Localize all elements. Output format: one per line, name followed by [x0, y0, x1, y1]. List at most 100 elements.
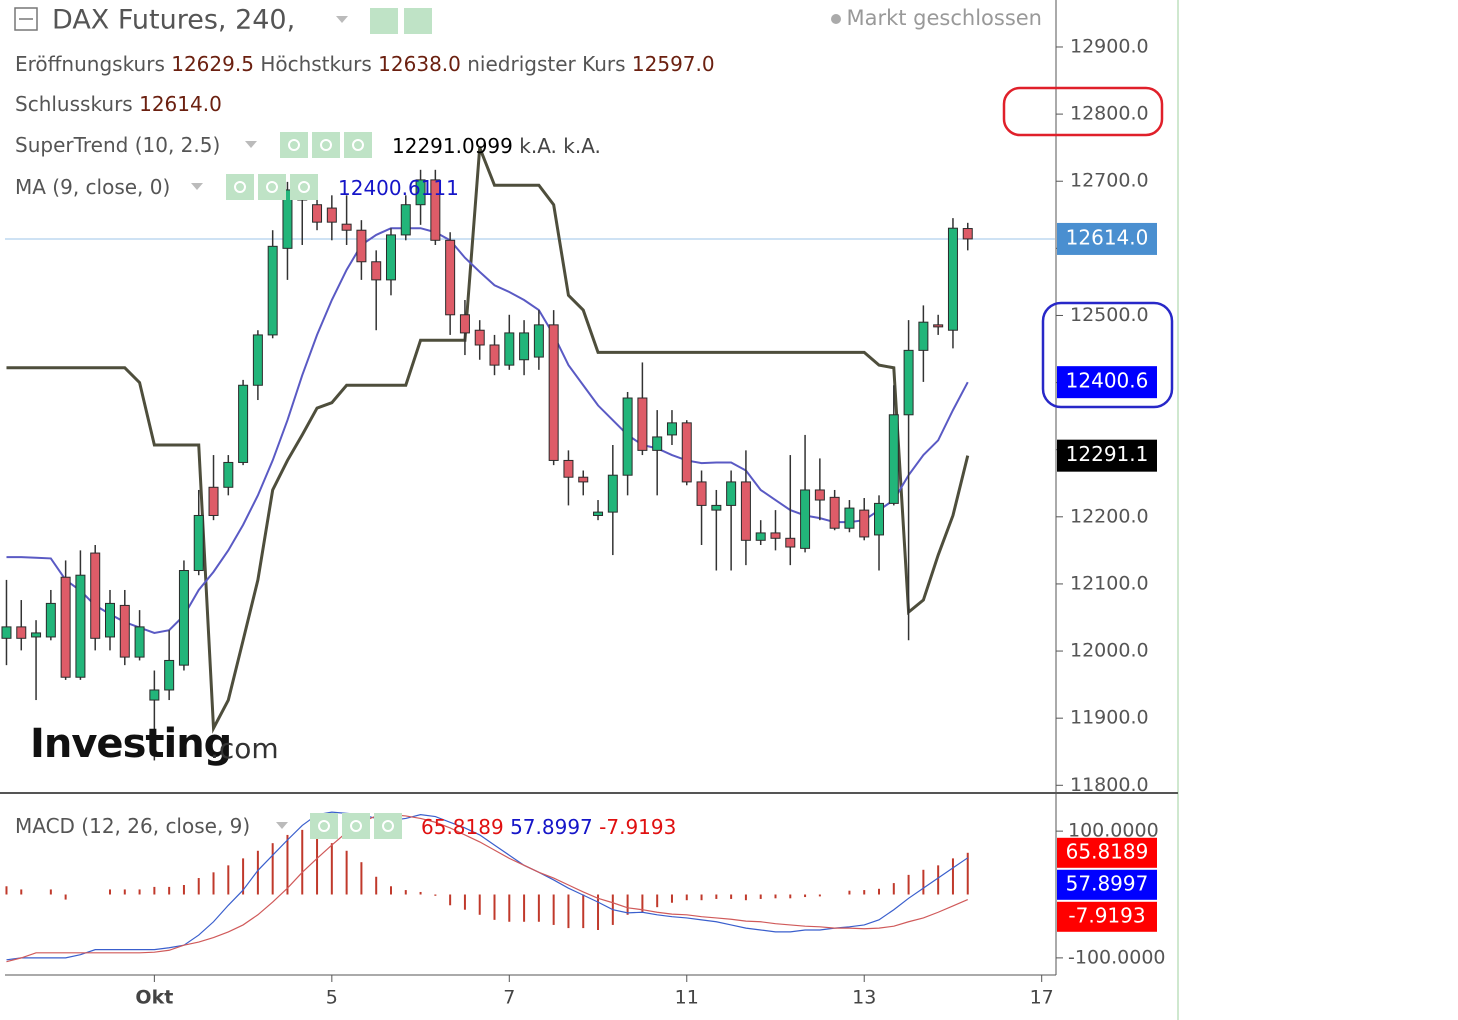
candle-body	[874, 502, 885, 536]
icon[interactable]	[258, 174, 286, 200]
title-caret[interactable]	[336, 16, 348, 23]
candle-body	[341, 223, 352, 231]
candle-body	[16, 626, 27, 639]
price-label-bg	[1057, 222, 1157, 255]
indicator-icons[interactable]	[280, 132, 372, 158]
highlight-blue	[1041, 301, 1174, 409]
candle-body	[445, 239, 456, 316]
y-tick-label: 12900.0	[1070, 35, 1149, 57]
indicator-value: k.A.	[519, 134, 557, 158]
candle-body	[489, 344, 500, 366]
candle-body	[903, 349, 914, 416]
x-tick-label: 17	[1030, 987, 1054, 1009]
x-tick-label: 13	[852, 987, 876, 1009]
y-tick-label: 100.0000	[1068, 820, 1159, 842]
icon[interactable]	[312, 132, 340, 158]
icon[interactable]	[374, 813, 402, 839]
icon[interactable]	[226, 174, 254, 200]
candle-body	[519, 332, 530, 361]
y-tick-label: 11900.0	[1070, 707, 1149, 729]
caret[interactable]	[190, 182, 204, 192]
price-label: -7.9193	[1068, 903, 1145, 927]
market-status: Markt geschlossen	[846, 6, 1042, 30]
candle-body	[400, 204, 411, 236]
indicator-value: 12400.6111	[338, 176, 459, 200]
indicator-name: MACD (12, 26, close, 9)	[15, 814, 251, 838]
candle-body	[385, 234, 396, 281]
icon[interactable]	[342, 813, 370, 839]
watermark: Investing	[30, 721, 231, 767]
indicator-icons[interactable]	[226, 174, 318, 200]
y-tick-label: 11800.0	[1070, 774, 1149, 796]
price-label: 12291.1	[1066, 442, 1149, 466]
candle-body	[696, 481, 707, 506]
legend-key: Schlusskurs	[15, 92, 133, 116]
indicator-icons[interactable]	[310, 813, 402, 839]
x-tick-label: 11	[675, 987, 699, 1009]
candle-body	[282, 189, 293, 249]
candle-body	[711, 504, 722, 511]
price-label: 12400.6	[1066, 369, 1149, 393]
indicator-name: SuperTrend (10, 2.5)	[15, 133, 221, 157]
candle-body	[356, 229, 367, 263]
y-tick-label: -100.0000	[1068, 946, 1166, 968]
icon[interactable]	[290, 174, 318, 200]
legend-key: Höchstkurs	[260, 52, 372, 76]
candle-body	[105, 602, 115, 638]
candle-body	[918, 321, 929, 351]
candle-body	[755, 532, 766, 541]
candle-body	[267, 245, 278, 336]
caret[interactable]	[244, 140, 258, 150]
icon[interactable]	[344, 132, 372, 158]
chart-title: DAX Futures, 240,	[52, 5, 295, 36]
status-dot	[831, 14, 841, 24]
candle-body	[474, 329, 485, 346]
y-tick-label: 12700.0	[1070, 170, 1149, 192]
ma-legend: MA (9, close, 0)	[15, 173, 170, 201]
macd-values: 65.8189 57.8997 -7.9193	[421, 813, 676, 841]
x-tick-label: Okt	[135, 987, 173, 1009]
indicator-value: k.A.	[563, 134, 601, 158]
collapse-icon[interactable]	[14, 7, 38, 31]
candle-body	[164, 659, 175, 691]
candle-body	[829, 496, 840, 529]
icon[interactable]	[280, 132, 308, 158]
candle-body	[119, 604, 130, 658]
legend-value: 12614.0	[139, 92, 222, 116]
candle-body	[1, 626, 12, 639]
settings-icon[interactable]	[404, 8, 432, 34]
candle-body	[888, 414, 899, 504]
icon[interactable]	[310, 813, 338, 839]
candle-body	[622, 397, 633, 476]
ma-values: 12400.6111	[338, 174, 459, 202]
candle-body	[578, 476, 589, 483]
eye-icon[interactable]	[370, 8, 398, 34]
y-tick-label: 12000.0	[1070, 640, 1149, 662]
candle-body	[31, 632, 42, 638]
candle-body	[45, 602, 56, 638]
candle-body	[90, 552, 101, 639]
legend-key: niedrigster Kurs	[467, 52, 626, 76]
candle-body	[859, 509, 870, 538]
x-tick-label: 7	[503, 987, 515, 1009]
candle-body	[844, 507, 855, 529]
y-tick-label: 12100.0	[1070, 572, 1149, 594]
y-tick-label: 12500.0	[1070, 304, 1149, 326]
indicator-name: MA (9, close, 0)	[15, 175, 171, 199]
candle-body	[563, 459, 574, 478]
candle-body	[607, 474, 618, 513]
caret[interactable]	[275, 821, 289, 831]
legend-value: 12638.0	[378, 52, 461, 76]
candle-body	[637, 397, 648, 451]
candle-body	[193, 514, 204, 572]
caret-shape	[245, 141, 257, 148]
candle-body	[548, 324, 559, 461]
candle-body	[962, 228, 973, 240]
price-label-bg	[1057, 439, 1157, 472]
candle-body	[430, 179, 441, 241]
price-label-bg	[1057, 837, 1157, 868]
candle-body	[726, 481, 737, 506]
indicator-value: 65.8189	[421, 815, 504, 839]
